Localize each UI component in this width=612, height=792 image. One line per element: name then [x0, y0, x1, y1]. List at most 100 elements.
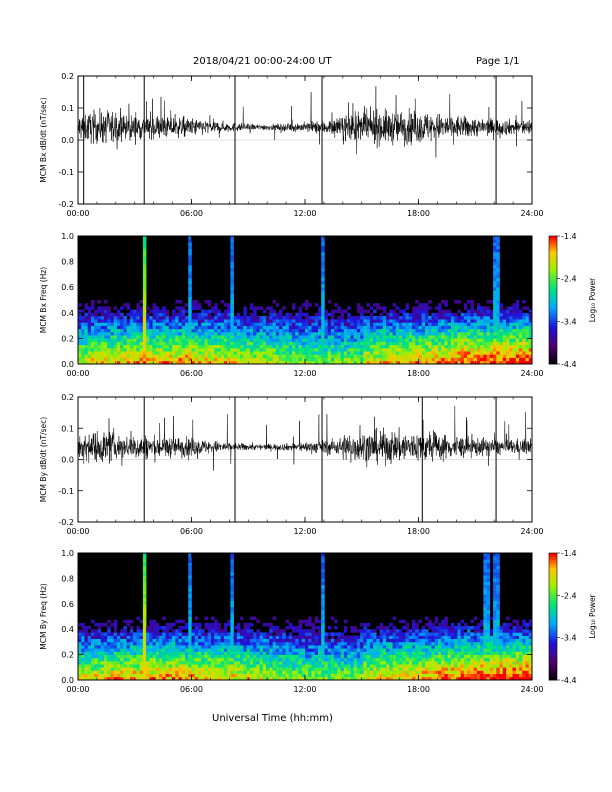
spectrogram-cell — [87, 676, 92, 681]
spectrogram-cell — [425, 654, 429, 659]
y-tick-label: 0.8 — [61, 258, 74, 267]
spectrogram-cell — [259, 648, 264, 652]
spectrogram-cell — [78, 309, 82, 314]
spectrogram-cell — [506, 309, 510, 314]
spectrogram-cell — [97, 667, 101, 671]
spectrogram-cell — [496, 277, 500, 282]
spectrogram-cell — [356, 676, 361, 681]
spectrogram-cell — [418, 328, 422, 333]
spectrogram-cell — [142, 622, 147, 627]
spectrogram-cell — [175, 670, 179, 674]
spectrogram-cell — [142, 607, 147, 611]
spectrogram-cell — [217, 641, 221, 646]
spectrogram-cell — [194, 344, 199, 349]
spectrogram-cell — [457, 338, 461, 342]
spectrogram-cell — [463, 354, 468, 358]
spectrogram-cell — [415, 332, 419, 336]
spectrogram-cell — [87, 316, 92, 320]
spectrogram-cell — [116, 654, 121, 659]
spectrogram-cell — [360, 332, 364, 336]
spectrogram-cell — [279, 661, 283, 665]
spectrogram-cell — [321, 306, 325, 310]
spectrogram-cell — [191, 360, 195, 365]
spectrogram-cell — [97, 645, 101, 649]
spectrogram-cell — [308, 670, 312, 674]
spectrogram-cell — [204, 322, 208, 326]
spectrogram-cell — [110, 645, 114, 649]
spectrogram-cell — [305, 328, 309, 333]
spectrogram-cell — [201, 670, 205, 674]
spectrogram-cell — [441, 322, 445, 326]
spectrogram-cell — [249, 351, 254, 355]
spectrogram-cell — [402, 670, 406, 674]
spectrogram-cell — [522, 357, 526, 362]
spectrogram-cell — [337, 651, 341, 655]
spectrogram-cell — [149, 319, 153, 323]
spectrogram-cell — [301, 360, 306, 365]
spectrogram-cell — [275, 667, 280, 671]
spectrogram-cell — [223, 335, 228, 339]
spectrogram-cell — [91, 354, 95, 358]
spectrogram-cell — [493, 280, 497, 285]
spectrogram-cell — [470, 322, 474, 326]
spectrogram-cell — [123, 319, 127, 323]
spectrogram-cell — [129, 351, 134, 355]
spectrogram-cell — [185, 348, 189, 352]
spectrogram-cell — [502, 312, 507, 317]
spectrogram-cell — [285, 673, 289, 678]
spectrogram-cell — [324, 319, 328, 323]
spectrogram-cell — [123, 629, 127, 633]
spectrogram-cell — [457, 328, 461, 333]
spectrogram-cell — [295, 351, 299, 355]
spectrogram-cell — [123, 316, 127, 320]
spectrogram-cell — [100, 661, 105, 665]
spectrogram-cell — [100, 676, 105, 681]
spectrogram-cell — [512, 316, 516, 320]
spectrogram-cell — [185, 673, 189, 678]
spectrogram-cell — [292, 648, 296, 652]
spectrogram-cell — [162, 667, 166, 671]
spectrogram-cell — [259, 316, 264, 320]
spectrogram-cell — [480, 335, 484, 339]
spectrogram-cell — [402, 348, 406, 352]
colorbar-segment — [549, 361, 557, 365]
spectrogram-cell — [227, 351, 231, 355]
spectrogram-cell — [87, 348, 92, 352]
spectrogram-cell — [376, 670, 380, 674]
spectrogram-cell — [159, 667, 163, 671]
spectrogram-cell — [434, 629, 439, 633]
spectrogram-cell — [528, 319, 533, 323]
spectrogram-cell — [496, 280, 500, 285]
spectrogram-cell — [499, 357, 504, 362]
spectrogram-cell — [116, 635, 121, 639]
spectrogram-cell — [412, 306, 416, 310]
spectrogram-cell — [211, 670, 215, 674]
spectrogram-cell — [240, 325, 244, 330]
spectrogram-cell — [256, 676, 260, 681]
spectrogram-cell — [266, 661, 270, 665]
spectrogram-cell — [318, 619, 322, 624]
spectrogram-cell — [227, 641, 231, 646]
spectrogram-cell — [185, 664, 189, 668]
spectrogram-cell — [152, 303, 157, 307]
spectrogram-cell — [126, 657, 131, 662]
spectrogram-cell — [136, 670, 140, 674]
spectrogram-cell — [321, 277, 325, 282]
spectrogram-cell — [207, 312, 212, 317]
spectrogram-cell — [431, 661, 435, 665]
spectrogram-cell — [356, 306, 361, 310]
spectrogram-cell — [334, 648, 338, 652]
spectrogram-cell — [198, 645, 202, 649]
spectrogram-cell — [330, 348, 335, 352]
spectrogram-cell — [116, 673, 121, 678]
spectrogram-cell — [489, 335, 494, 339]
spectrogram-cell — [502, 338, 507, 342]
spectrogram-cell — [139, 335, 144, 339]
spectrogram-cell — [110, 316, 114, 320]
colorbar-segment — [549, 317, 557, 320]
spectrogram-cell — [120, 635, 124, 639]
spectrogram-cell — [129, 341, 134, 346]
spectrogram-cell — [178, 664, 182, 668]
spectrogram-cell — [496, 271, 500, 275]
spectrogram-cell — [204, 670, 208, 674]
